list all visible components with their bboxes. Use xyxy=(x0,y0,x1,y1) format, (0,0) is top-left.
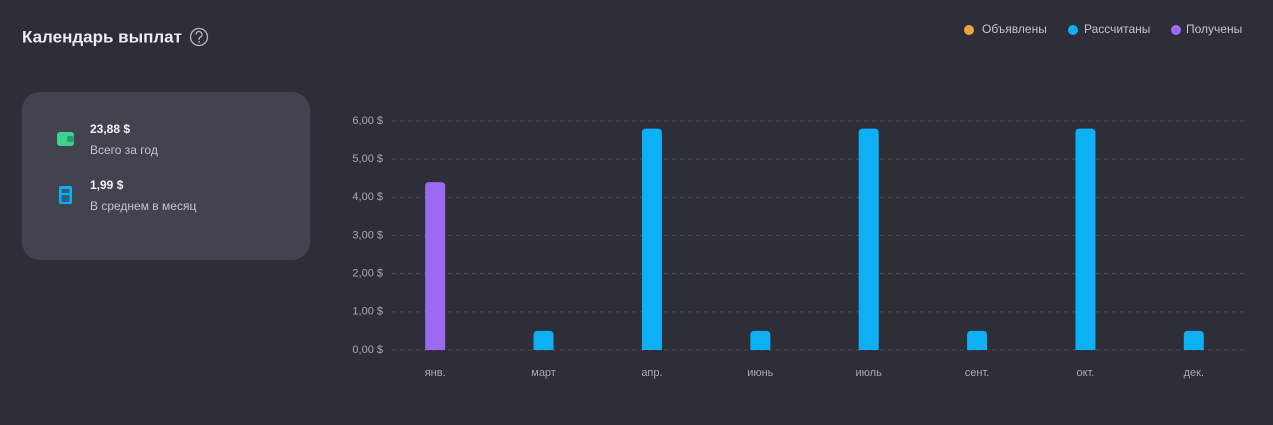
summary-label: Всего за год xyxy=(90,143,158,157)
y-tick-label: 0,00 $ xyxy=(352,344,383,356)
y-tick-label: 2,00 $ xyxy=(352,268,383,280)
legend-label: Получены xyxy=(1186,22,1242,36)
widget-title: Календарь выплат xyxy=(22,27,182,46)
y-tick-label: 6,00 $ xyxy=(352,115,383,127)
x-tick-label: март xyxy=(531,367,556,379)
summary-value: 1,99 $ xyxy=(90,178,124,192)
legend-marker xyxy=(1068,25,1078,35)
x-tick-label: апр. xyxy=(641,367,662,379)
bar xyxy=(1183,330,1204,350)
bar xyxy=(641,128,662,350)
bar xyxy=(967,330,988,350)
help-icon[interactable] xyxy=(189,27,209,47)
x-tick-label: сент. xyxy=(965,367,990,379)
y-tick-label: 3,00 $ xyxy=(352,229,383,241)
summary-value: 23,88 $ xyxy=(90,122,130,136)
legend-marker xyxy=(1171,25,1181,35)
x-tick-label: окт. xyxy=(1076,367,1094,379)
wallet-icon xyxy=(57,132,74,146)
summary-card xyxy=(22,92,310,260)
bar xyxy=(1075,128,1096,350)
legend-label: Объявлены xyxy=(982,22,1047,36)
x-tick-label: июль xyxy=(856,367,883,379)
summary-label: В среднем в месяц xyxy=(90,199,196,213)
x-tick-label: дек. xyxy=(1184,367,1204,379)
y-tick-label: 1,00 $ xyxy=(352,306,383,318)
bar xyxy=(858,128,879,350)
bar xyxy=(533,330,554,350)
legend-label: Рассчитаны xyxy=(1084,22,1150,36)
bar xyxy=(750,330,771,350)
legend-marker xyxy=(964,25,974,35)
bar xyxy=(425,182,446,350)
x-tick-label: янв. xyxy=(425,367,446,379)
calculator-icon xyxy=(59,186,72,204)
y-tick-label: 5,00 $ xyxy=(352,153,383,165)
x-tick-label: июнь xyxy=(747,367,773,379)
y-tick-label: 4,00 $ xyxy=(352,191,383,203)
